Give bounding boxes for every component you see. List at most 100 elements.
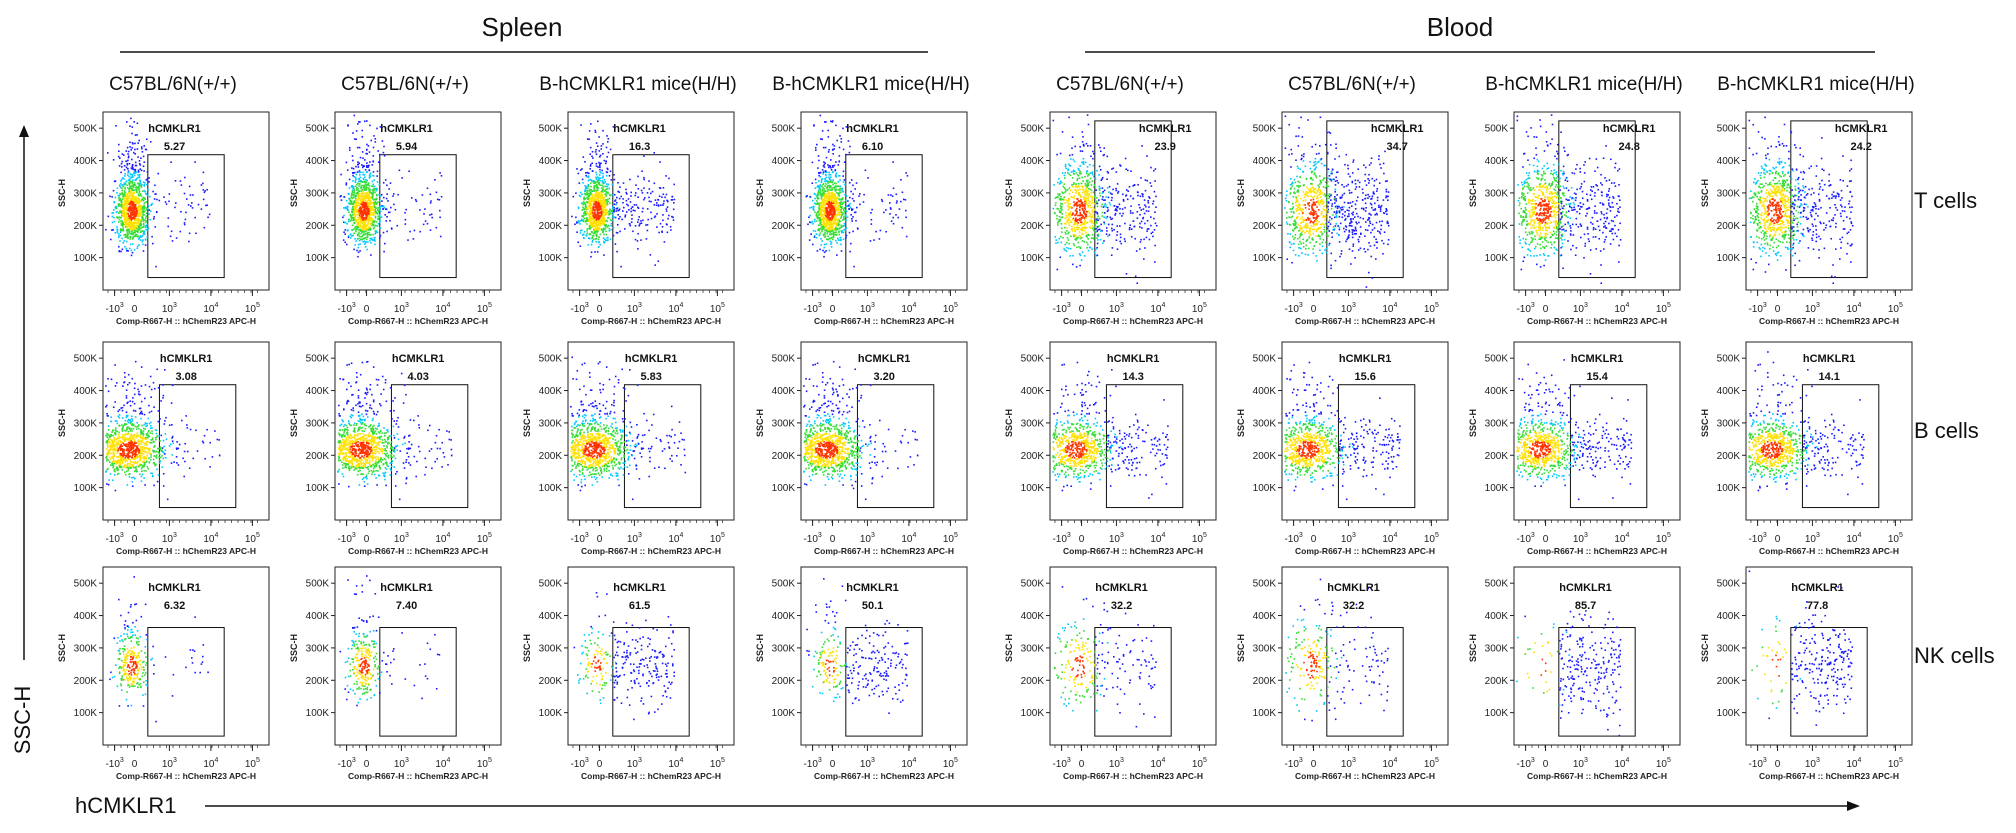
event-dot: [828, 228, 830, 231]
event-dot: [643, 176, 645, 179]
event-dot: [137, 174, 139, 176]
event-dot: [661, 196, 663, 198]
event-dot: [1066, 230, 1068, 232]
event-dot: [380, 216, 383, 219]
event-dot: [1136, 217, 1139, 219]
event-dot: [593, 225, 596, 227]
event-dot: [141, 235, 144, 237]
event-dot: [119, 204, 121, 207]
event-dot: [591, 150, 594, 153]
event-dot: [818, 174, 820, 177]
event-dot: [841, 230, 844, 232]
event-dot: [586, 228, 589, 230]
event-dot: [585, 174, 587, 177]
event-dot: [637, 221, 639, 223]
event-dot: [347, 202, 350, 205]
event-dot: [135, 225, 137, 228]
event-dot: [374, 230, 377, 232]
event-dot: [124, 182, 127, 185]
event-dot: [131, 174, 134, 176]
event-dot: [135, 214, 137, 217]
event-dot: [129, 223, 132, 226]
event-dot: [368, 203, 371, 206]
event-dot: [130, 202, 133, 205]
event-dot: [1092, 217, 1095, 219]
y-tick-label: 500K: [74, 124, 98, 135]
event-dot: [155, 211, 158, 214]
event-dot: [833, 199, 836, 201]
event-dot: [1056, 217, 1058, 220]
event-dot: [363, 189, 366, 191]
event-dot: [134, 142, 136, 145]
event-dot: [823, 190, 826, 192]
event-dot: [839, 239, 842, 241]
event-dot: [355, 230, 357, 233]
event-dot: [590, 210, 593, 213]
event-dot: [883, 211, 885, 214]
event-dot: [852, 216, 854, 218]
event-dot: [590, 200, 592, 203]
event-dot: [632, 230, 634, 233]
event-dot: [605, 175, 608, 177]
event-dot: [1109, 216, 1112, 219]
event-dot: [138, 185, 140, 187]
event-dot: [1093, 184, 1096, 186]
event-dot: [118, 232, 120, 235]
event-dot: [127, 170, 130, 172]
event-dot: [353, 190, 356, 192]
event-dot: [824, 121, 826, 123]
event-dot: [135, 235, 137, 238]
event-dot: [141, 147, 143, 150]
event-dot: [133, 184, 135, 186]
event-dot: [1127, 169, 1129, 172]
event-dot: [126, 163, 129, 165]
event-dot: [365, 205, 368, 207]
event-dot: [188, 185, 191, 188]
event-dot: [142, 226, 144, 228]
event-dot: [808, 216, 810, 219]
event-dot: [127, 219, 130, 221]
event-dot: [368, 199, 371, 201]
event-dot: [342, 216, 344, 219]
event-dot: [1063, 196, 1065, 199]
event-dot: [134, 134, 137, 136]
event-dot: [375, 203, 378, 205]
event-dot: [825, 197, 827, 200]
event-dot: [835, 161, 837, 163]
event-dot: [1109, 203, 1112, 206]
event-dot: [1066, 246, 1068, 249]
event-dot: [116, 216, 118, 218]
event-dot: [364, 243, 366, 245]
event-dot: [596, 187, 599, 190]
event-dot: [825, 210, 827, 213]
event-dot: [1078, 231, 1081, 233]
event-dot: [651, 190, 654, 193]
event-dot: [167, 217, 170, 219]
event-dot: [375, 198, 378, 201]
event-dot: [131, 232, 133, 234]
event-dot: [1087, 187, 1090, 190]
event-dot: [168, 193, 171, 195]
event-dot: [878, 238, 881, 240]
x-tick-label: 0: [597, 304, 603, 315]
event-dot: [365, 213, 367, 216]
event-dot: [361, 136, 364, 138]
event-dot: [831, 224, 834, 227]
event-dot: [126, 226, 128, 229]
event-dot: [820, 185, 823, 188]
event-dot: [351, 191, 354, 194]
event-dot: [587, 198, 589, 200]
event-dot: [145, 193, 147, 195]
y-tick-label: 300K: [772, 188, 796, 199]
event-dot: [665, 210, 668, 212]
event-dot: [128, 206, 131, 209]
event-dot: [128, 215, 130, 217]
event-dot: [590, 163, 592, 166]
event-dot: [600, 148, 603, 150]
event-dot: [129, 228, 132, 230]
event-dot: [613, 193, 616, 196]
event-dot: [363, 208, 366, 210]
event-dot: [133, 249, 136, 251]
event-dot: [362, 192, 364, 195]
event-dot: [642, 207, 644, 210]
